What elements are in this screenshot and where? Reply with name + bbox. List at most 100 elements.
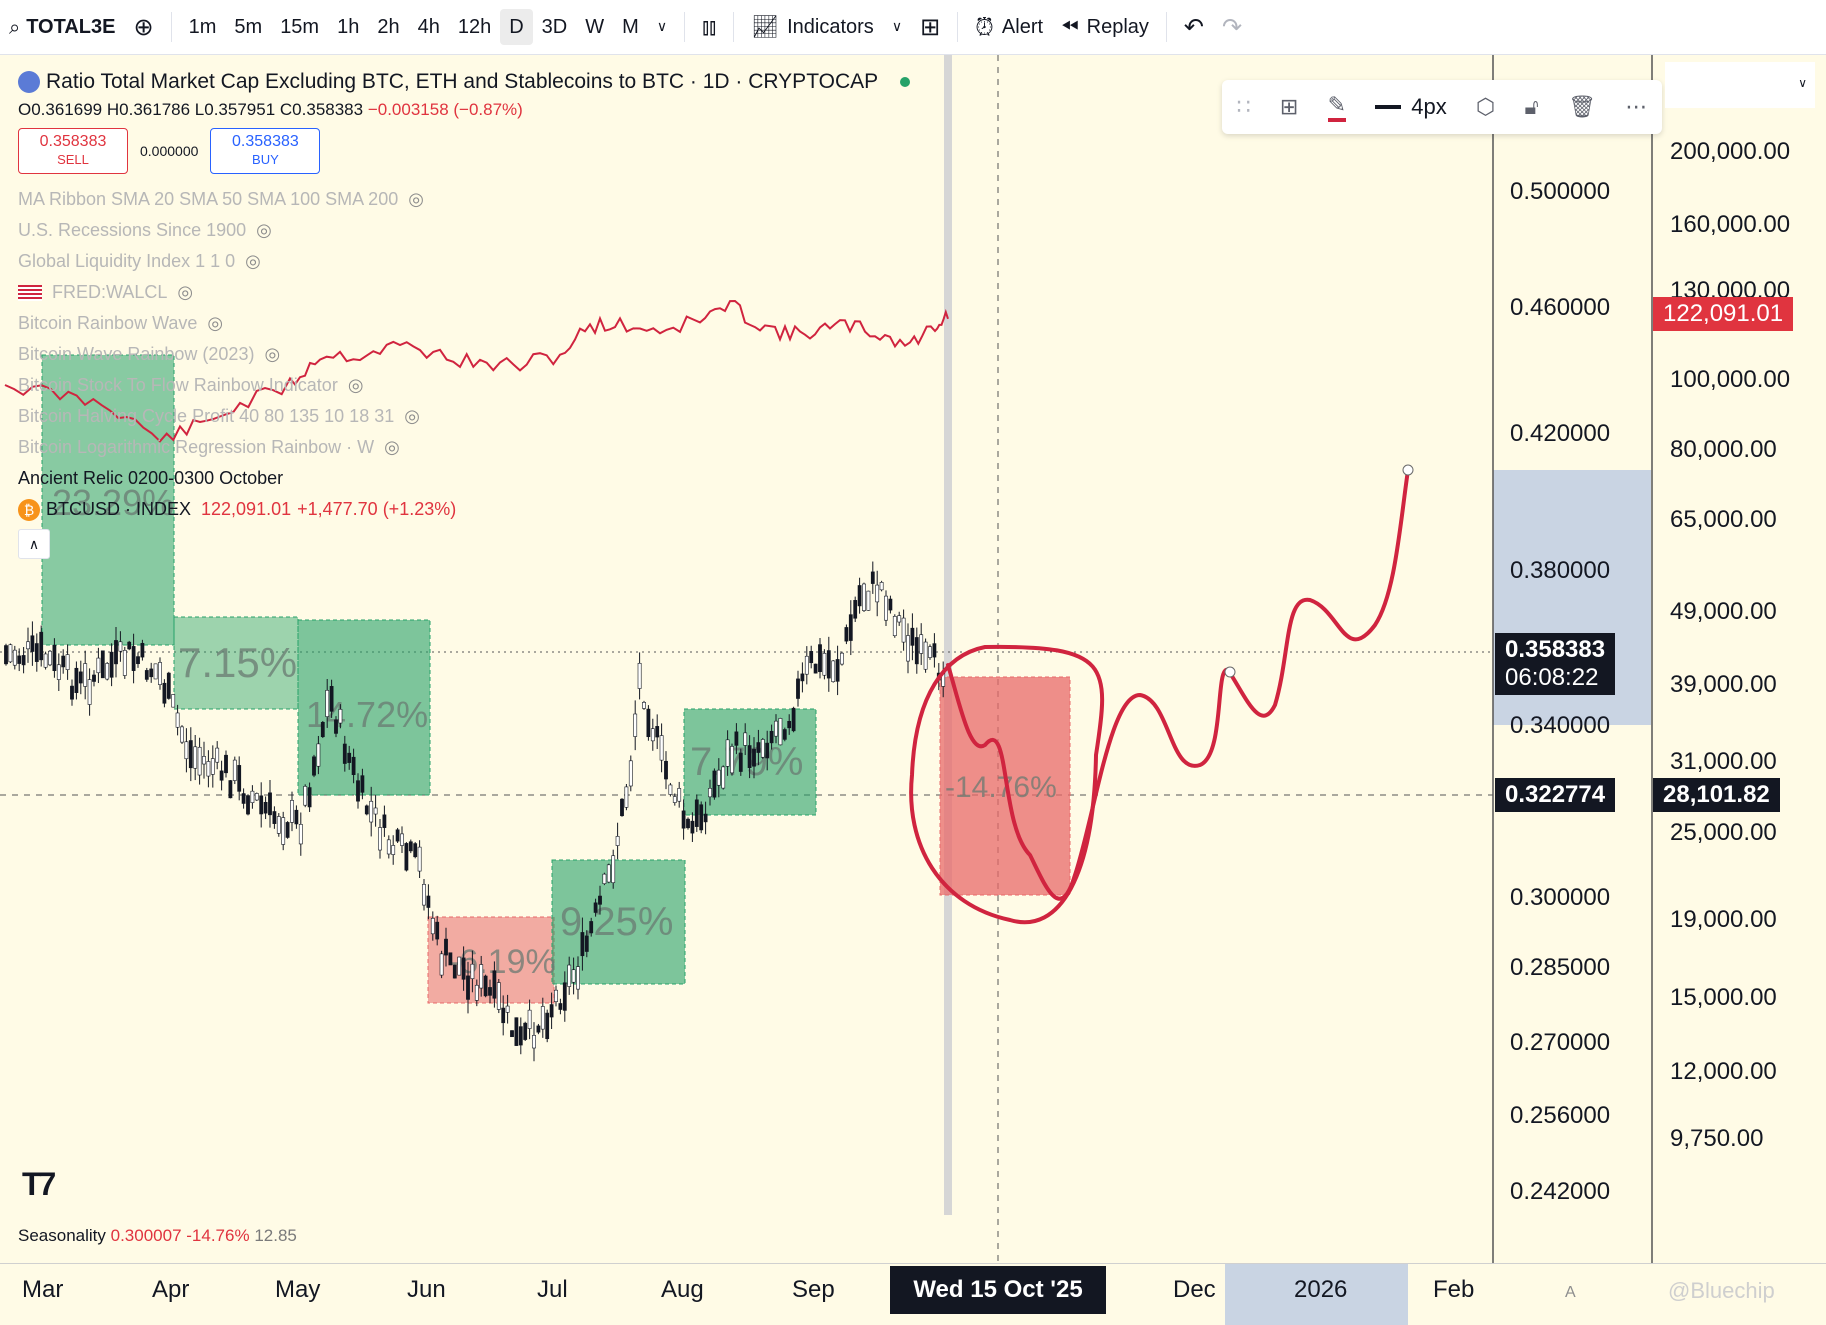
layouts-button[interactable]: ⊞ <box>911 0 949 54</box>
candle-body <box>100 650 105 679</box>
interval-15m[interactable]: 15m <box>280 15 320 38</box>
indicator-row[interactable]: Bitcoin Wave Rainbow (2023) ◎ <box>18 339 910 370</box>
scale-dropdown[interactable]: ∨ <box>1665 62 1815 108</box>
candle-body <box>197 746 202 776</box>
indicator-row[interactable]: Global Liquidity Index 1 1 0 ◎ <box>18 246 910 277</box>
more-icon[interactable]: ⋯ <box>1625 94 1648 120</box>
seasonality-legend[interactable]: Seasonality 0.300007 -14.76% 12.85 <box>18 1226 297 1246</box>
drawing-handle[interactable] <box>1224 666 1236 678</box>
season-box-5[interactable] <box>551 859 686 985</box>
interval-3d[interactable]: 3D <box>541 15 568 38</box>
eye-off-icon[interactable]: ◎ <box>384 437 400 458</box>
indicator-label: Bitcoin Wave Rainbow (2023) <box>18 344 255 364</box>
candle-body <box>730 746 734 774</box>
chart-canvas[interactable]: 23.29% 7.15% 14.72% -6.19% 9.25% 7.79% -… <box>0 55 1826 1263</box>
candle-body <box>593 902 598 913</box>
alert-button[interactable]: ⏰︎ Alert <box>966 0 1052 54</box>
btc-tick: 200,000.00 <box>1670 138 1791 165</box>
eye-off-icon[interactable]: ◎ <box>264 344 281 365</box>
candle-body <box>294 809 299 825</box>
chart-type-button[interactable]: ⫾⫾ <box>693 0 725 54</box>
undo-icon: ↶ <box>1183 13 1205 41</box>
interval-2h[interactable]: 2h <box>377 15 400 38</box>
candle-body <box>857 585 862 607</box>
candle-body <box>298 824 303 845</box>
candle-body <box>826 650 831 679</box>
eye-off-icon[interactable]: ◎ <box>404 406 420 427</box>
auto-scale-button[interactable]: A <box>1565 1284 1576 1301</box>
indicators-button[interactable]: 📈︎ Indicators <box>742 0 883 54</box>
candle-body <box>796 678 800 699</box>
redo-button[interactable]: ↷ <box>1213 0 1251 54</box>
drawing-toolbar: ∷ ⊞ ✎ 4px ⬡ 🔓︎ 🗑︎ ⋯ <box>1222 80 1662 134</box>
eye-off-icon[interactable]: ◎ <box>207 313 224 334</box>
replay-label: Replay <box>1086 15 1149 38</box>
brush-circle-drawing[interactable] <box>909 644 1105 925</box>
interval-5m[interactable]: 5m <box>234 15 263 38</box>
eye-off-icon[interactable]: ◎ <box>408 189 424 210</box>
indicator-list: MA Ribbon SMA 20 SMA 50 SMA 100 SMA 200 ◎… <box>18 184 910 559</box>
indicator-label: Ancient Relic 0200-0300 October <box>18 468 284 488</box>
interval-12h[interactable]: 12h <box>457 15 492 38</box>
interval-dropdown[interactable]: ∨ <box>648 0 676 54</box>
main-series-title-row[interactable]: Ratio Total Market Cap Excluding BTC, ET… <box>18 70 911 94</box>
interval-w[interactable]: W <box>585 15 605 38</box>
btc-series-row[interactable]: ₿ BTCUSD · INDEX 122,091.01 +1,477.70 (+… <box>18 494 910 525</box>
drag-handle-icon[interactable]: ∷ <box>1236 94 1251 120</box>
settings-icon[interactable]: ⬡ <box>1476 94 1496 120</box>
interval-1m[interactable]: 1m <box>188 15 217 38</box>
indicator-row[interactable]: U.S. Recessions Since 1900 ◎ <box>18 215 910 246</box>
eye-off-icon[interactable]: ◎ <box>245 251 261 272</box>
indicator-row[interactable]: Bitcoin Stock To Flow Rainbow Indicator ◎ <box>18 370 910 401</box>
brush-color-button[interactable]: ✎ <box>1327 93 1347 122</box>
symbol-search[interactable]: ⌕ TOTAL3E <box>0 0 124 54</box>
indicator-row[interactable]: MA Ribbon SMA 20 SMA 50 SMA 100 SMA 200 ◎ <box>18 184 910 215</box>
candle-body <box>175 712 180 728</box>
collapse-legend-button[interactable]: ∧ <box>18 529 50 559</box>
lock-icon[interactable]: 🔓︎ <box>1524 94 1539 120</box>
interval-d[interactable]: D <box>500 9 533 45</box>
season-box-label-2: 7.15% <box>178 639 297 686</box>
candle-body <box>536 1025 541 1033</box>
buy-button[interactable]: 0.358383 BUY <box>210 128 321 174</box>
template-icon[interactable]: ⊞ <box>1279 94 1299 120</box>
indicator-row[interactable]: Bitcoin Rainbow Wave ◎ <box>18 308 910 339</box>
ratio-tick: 0.340000 <box>1510 712 1611 739</box>
indicator-row[interactable]: Ancient Relic 0200-0300 October <box>18 463 910 494</box>
candle-body <box>690 820 695 834</box>
season-box-1[interactable] <box>41 354 175 646</box>
trash-icon[interactable]: 🗑︎ <box>1568 94 1596 120</box>
compare-button[interactable]: ⊕ <box>124 0 162 54</box>
candle-body <box>527 1009 532 1029</box>
candle-body <box>404 843 409 871</box>
indicator-row[interactable]: FRED:WALCL ◎ <box>18 277 910 308</box>
interval-1h[interactable]: 1h <box>337 15 360 38</box>
time-axis[interactable]: Mar Apr May Jun Jul Aug Sep Dec 2026 Feb… <box>0 1263 1826 1325</box>
interval-m[interactable]: M <box>622 15 639 38</box>
sell-button[interactable]: 0.358383 SELL <box>18 128 128 174</box>
interval-4h[interactable]: 4h <box>417 15 440 38</box>
eye-off-icon[interactable]: ◎ <box>177 282 194 303</box>
indicators-dropdown[interactable]: ∨ <box>883 0 911 54</box>
undo-button[interactable]: ↶ <box>1175 0 1213 54</box>
candle-body <box>162 682 167 704</box>
indicator-row[interactable]: Bitcoin Halving Cycle Profit 40 80 135 1… <box>18 401 910 432</box>
time-tick: Mar <box>22 1276 64 1303</box>
eye-off-icon[interactable]: ◎ <box>347 375 364 396</box>
drawing-handle[interactable] <box>1402 464 1414 476</box>
sell-label: SELL <box>57 152 89 167</box>
indicator-row[interactable]: Bitcoin Logarithmic Regression Rainbow ·… <box>18 432 910 463</box>
brush-projection-drawing[interactable] <box>946 468 1410 901</box>
candle-body <box>422 884 426 906</box>
season-box-2[interactable] <box>173 616 299 710</box>
line-width-button[interactable]: 4px <box>1375 94 1447 120</box>
tradingview-logo[interactable]: T7 <box>22 1166 56 1203</box>
ratio-crosshair-label: 0.322774 <box>1495 778 1616 812</box>
eye-off-icon[interactable]: ◎ <box>256 220 272 241</box>
candle-body <box>897 615 902 623</box>
chart-legend: Ratio Total Market Cap Excluding BTC, ET… <box>18 70 911 559</box>
btc-tick: 9,750.00 <box>1670 1125 1764 1152</box>
candle-body <box>26 641 30 650</box>
candle-body <box>347 752 352 763</box>
replay-button[interactable]: ⏪︎ Replay <box>1052 0 1158 54</box>
